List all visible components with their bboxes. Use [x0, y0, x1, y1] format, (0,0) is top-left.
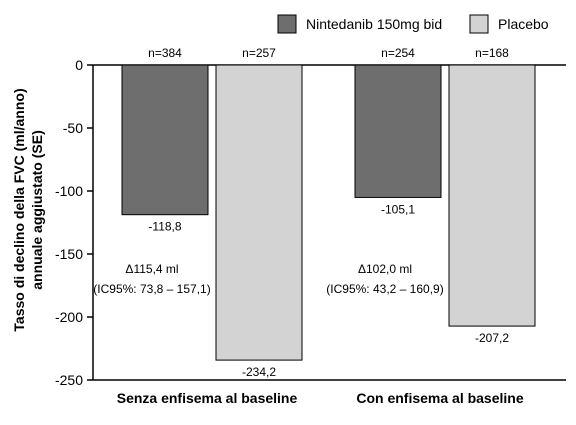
y-tick-label: -100 [55, 183, 83, 199]
bar-n-label: n=257 [242, 46, 276, 60]
y-axis-title-line-1: Tasso di declino della FVC (ml/anno) [11, 88, 27, 331]
difference-annotation: Δ115,4 ml [125, 262, 178, 276]
bar-placebo [215, 64, 303, 361]
x-category-label: Con enfisema al baseline [356, 390, 523, 406]
bar-nintedanib [354, 64, 442, 198]
y-tick-label: -200 [55, 309, 83, 325]
bar-value-label: -118,8 [148, 220, 181, 234]
legend-swatch-nintedanib [277, 14, 297, 34]
bar-n-label: n=168 [475, 46, 509, 60]
y-tick-label: -250 [55, 372, 83, 388]
confidence-interval-annotation: (IC95%: 73,8 – 157,1) [93, 282, 210, 296]
bar-nintedanib [121, 64, 209, 216]
y-tick-label: -150 [55, 246, 83, 262]
plot-area: 0 -50 -100 -150 -200 -250 -118,8 n=384 -234,2 n=2… [55, 46, 566, 406]
difference-annotation: Δ102,0 ml [358, 262, 412, 276]
bar-value-label: -207,2 [475, 331, 509, 345]
legend-swatch-placebo [469, 14, 489, 34]
y-tick-label: -50 [63, 120, 83, 136]
y-axis-title-line-2: annuale aggiustato (SE) [29, 130, 45, 289]
legend-label-nintedanib: Nintedanib 150mg bid [306, 16, 442, 32]
x-category-label: Senza enfisema al baseline [117, 390, 298, 406]
y-tick-label: 0 [75, 57, 83, 73]
bar-value-label: -105,1 [381, 202, 415, 216]
bar-value-label: -234,2 [242, 365, 276, 379]
legend-label-placebo: Placebo [498, 16, 549, 32]
bar-n-label: n=384 [148, 46, 182, 60]
confidence-interval-annotation: (IC95%: 43,2 – 160,9) [326, 282, 443, 296]
legend: Nintedanib 150mg bid Placebo [277, 14, 549, 34]
bar-n-label: n=254 [381, 46, 415, 60]
bar-placebo [448, 64, 536, 327]
y-axis-title: Tasso di declino della FVC (ml/anno) ann… [11, 88, 45, 331]
